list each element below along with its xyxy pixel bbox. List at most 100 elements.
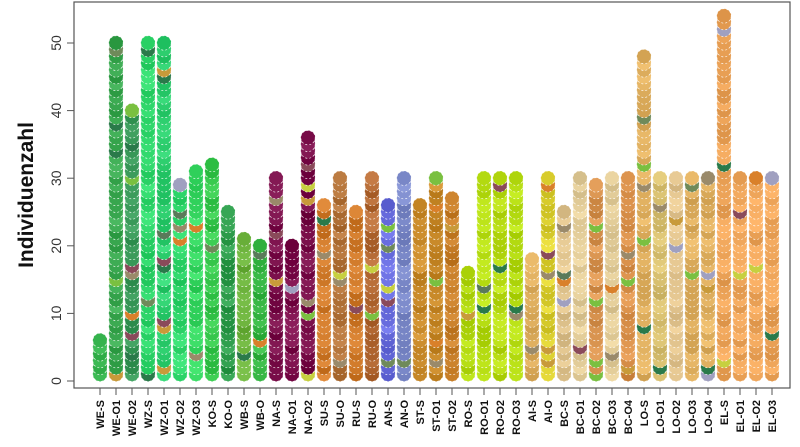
- x-tick-label: RO-O3: [511, 400, 523, 435]
- data-dot: [428, 170, 444, 186]
- data-dot: [108, 35, 124, 51]
- dot-column-BC-O3: [604, 170, 620, 382]
- x-tick-label: AI-S: [527, 400, 539, 422]
- x-tick-label: LO-O3: [687, 400, 699, 434]
- x-tick-label: BC-O4: [623, 399, 635, 434]
- dot-column-RO-O3: [508, 170, 524, 382]
- y-tick-label: 0: [48, 377, 64, 385]
- x-tick-label: LO-O2: [671, 400, 683, 434]
- x-tick-label: LO-O1: [655, 400, 667, 434]
- x-tick-label: RO-O2: [495, 400, 507, 435]
- x-tick-label: WE-O2: [127, 400, 139, 436]
- y-axis: 0 10 20 30 40 50: [48, 35, 74, 385]
- x-tick-label: NA-O2: [303, 400, 315, 434]
- dot-column-RU-O: [364, 170, 380, 382]
- data-dot: [284, 238, 300, 254]
- dot-column-WE-S: [92, 332, 108, 382]
- x-tick-label: LO-O4: [703, 399, 715, 433]
- x-tick-label: WE-O1: [111, 400, 123, 436]
- x-tick-label: AI-O: [543, 400, 555, 424]
- x-tick-label: RU-S: [351, 400, 363, 427]
- data-dot: [716, 8, 732, 24]
- x-tick-label: ST-O1: [431, 400, 443, 432]
- data-dot: [156, 35, 172, 51]
- x-tick-label: EL-O2: [751, 400, 763, 432]
- data-dot: [268, 170, 284, 186]
- x-tick-label: EL-O1: [735, 400, 747, 432]
- dot-column-BC-S: [556, 204, 572, 382]
- dot-column-WE-O1: [108, 35, 124, 382]
- dot-column-LO-O3: [684, 170, 700, 382]
- dot-column-BC-O4: [620, 170, 636, 382]
- x-tick-label: WE-S: [95, 400, 107, 429]
- dot-column-KO-S: [204, 157, 220, 382]
- dot-column-ST-O1: [428, 170, 444, 382]
- dot-column-EL-O1: [732, 170, 748, 382]
- dot-column-BC-O1: [572, 170, 588, 382]
- dot-column-WB-O: [252, 238, 268, 382]
- data-dot: [492, 170, 508, 186]
- data-dot: [188, 163, 204, 179]
- data-dot: [748, 170, 764, 186]
- x-tick-label: WB-O: [255, 400, 267, 431]
- dot-column-EL-O3: [764, 170, 780, 382]
- x-tick-label: AN-S: [383, 400, 395, 427]
- x-tick-label: LO-S: [639, 400, 651, 426]
- data-dot: [92, 332, 108, 348]
- y-tick-label: 50: [48, 35, 64, 51]
- dot-column-WZ-O2: [172, 177, 188, 382]
- dot-column-SU-S: [316, 197, 332, 382]
- dot-column-NA-S: [268, 170, 284, 382]
- x-tick-label: WZ-O3: [191, 400, 203, 435]
- dot-column-NA-O2: [300, 130, 316, 382]
- y-axis-label: Individuenzahl: [15, 122, 38, 268]
- data-dot: [316, 197, 332, 213]
- data-dot: [412, 197, 428, 213]
- dot-column-EL-O2: [748, 170, 764, 382]
- data-dot: [540, 170, 556, 186]
- data-dot: [764, 170, 780, 186]
- data-dot: [700, 170, 716, 186]
- dot-column-EL-S: [716, 8, 732, 382]
- data-dot: [684, 170, 700, 186]
- data-dot: [236, 231, 252, 247]
- dot-column-RO-O1: [476, 170, 492, 382]
- data-dot: [652, 170, 668, 186]
- data-dot: [252, 238, 268, 254]
- dot-column-LO-O1: [652, 170, 668, 382]
- x-tick-label: EL-O3: [767, 400, 779, 432]
- dot-column-AN-S: [380, 197, 396, 382]
- dot-column-AI-O: [540, 170, 556, 382]
- data-dot: [364, 170, 380, 186]
- x-tick-label: KO-S: [207, 400, 219, 428]
- x-tick-label: BC-O3: [607, 400, 619, 434]
- dot-column-LO-O4: [700, 170, 716, 382]
- data-dot: [508, 170, 524, 186]
- data-dot: [444, 190, 460, 206]
- dot-column-RO-O2: [492, 170, 508, 382]
- dot-column-RO-S: [460, 265, 476, 382]
- dot-column-KO-O: [220, 204, 236, 382]
- x-tick-label: NA-S: [271, 400, 283, 427]
- dot-column-WZ-O1: [156, 35, 172, 382]
- data-dot: [636, 49, 652, 65]
- x-tick-label: AN-O: [399, 400, 411, 429]
- data-dot: [204, 157, 220, 173]
- data-dot: [668, 170, 684, 186]
- x-tick-label: SU-O: [335, 400, 347, 428]
- data-dot: [572, 170, 588, 186]
- dot-column-ST-S: [412, 197, 428, 382]
- x-tick-label: WZ-S: [143, 400, 155, 428]
- dot-column-RU-S: [348, 204, 364, 382]
- x-tick-label: RO-S: [463, 400, 475, 428]
- data-dots: [92, 8, 780, 382]
- data-dot: [732, 170, 748, 186]
- dot-column-AI-S: [524, 251, 540, 382]
- dot-column-WB-S: [236, 231, 252, 382]
- data-dot: [380, 197, 396, 213]
- x-tick-label: EL-S: [719, 400, 731, 425]
- dot-column-ST-O2: [444, 190, 460, 382]
- x-tick-label: RO-O1: [479, 400, 491, 435]
- y-tick-label: 10: [48, 305, 64, 321]
